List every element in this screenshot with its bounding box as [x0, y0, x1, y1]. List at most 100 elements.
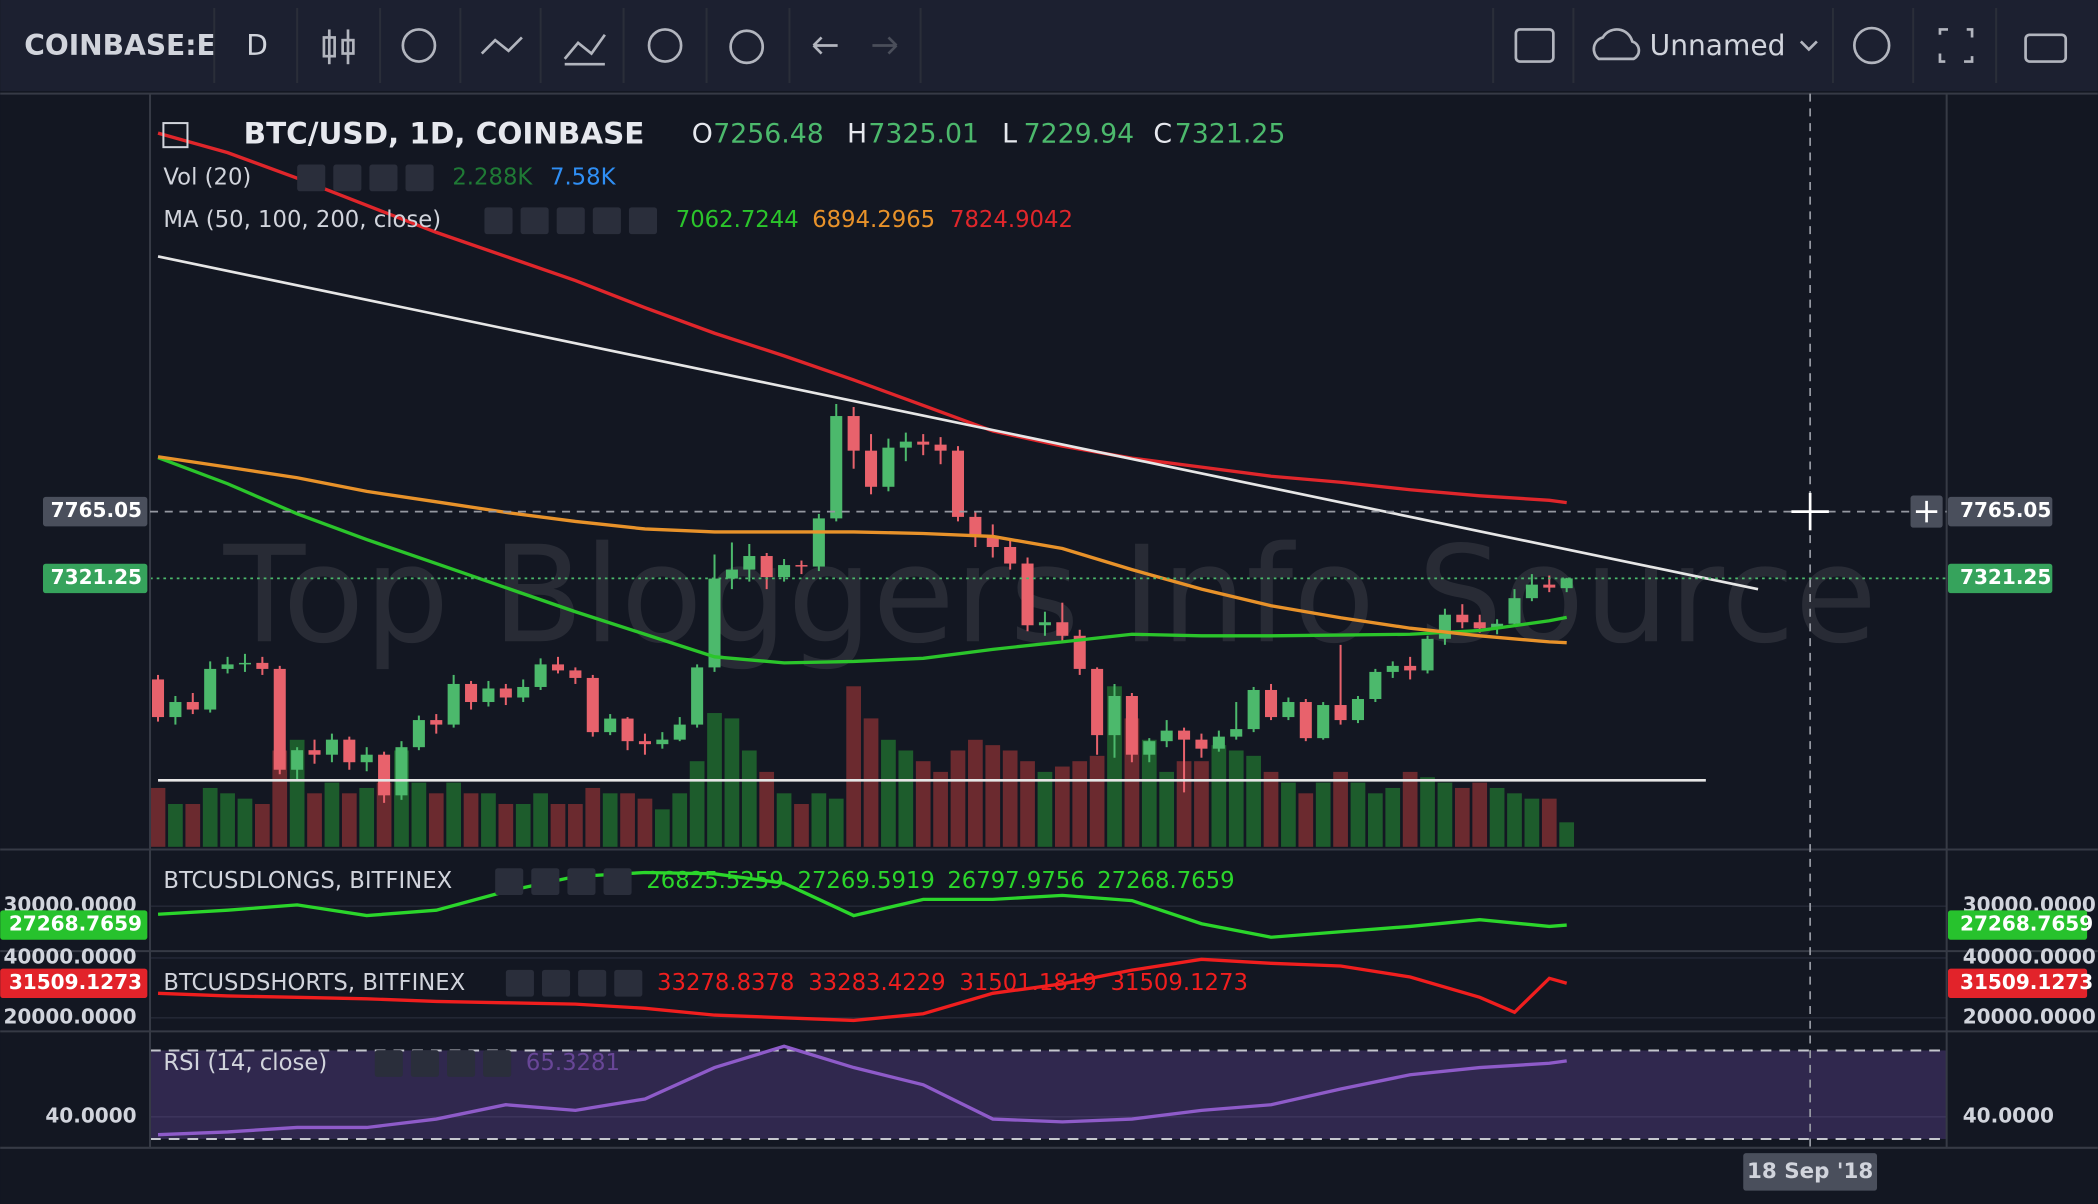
- legend-button[interactable]: [447, 1050, 476, 1077]
- legend-button[interactable]: [603, 868, 632, 895]
- volume-bar: [1263, 771, 1279, 847]
- volume-bar: [1054, 766, 1070, 847]
- legend-button[interactable]: [333, 164, 362, 192]
- candle-body: [186, 702, 199, 710]
- ohlc-value: 7325.01: [868, 119, 979, 150]
- legend-button[interactable]: [556, 207, 585, 235]
- indicator-line: [157, 870, 1567, 939]
- layout-name[interactable]: Unnamed: [1650, 29, 1786, 62]
- volume-bar: [1315, 782, 1331, 847]
- volume-bar: [1002, 750, 1018, 847]
- volume-bar: [689, 761, 705, 847]
- volume-bar: [1020, 761, 1035, 847]
- snapshot-icon[interactable]: [2024, 33, 2068, 63]
- volume-bar: [550, 804, 566, 847]
- candle-body: [951, 450, 965, 517]
- legend-button[interactable]: [495, 868, 524, 895]
- volume-bar: [1141, 739, 1157, 847]
- legend-button[interactable]: [614, 969, 643, 997]
- candle-body: [708, 578, 721, 668]
- candle-body: [1143, 741, 1156, 755]
- volume-bar: [1489, 787, 1505, 847]
- legend-button[interactable]: [567, 868, 596, 895]
- pane-legend-value: 26797.9756: [947, 868, 1084, 894]
- legend-button[interactable]: [374, 1050, 403, 1077]
- candle-body: [1491, 623, 1504, 629]
- candle-body: [1456, 614, 1469, 623]
- candles-icon[interactable]: [322, 29, 355, 65]
- volume-bar: [568, 804, 583, 847]
- candle-body: [169, 702, 182, 718]
- legend-button[interactable]: [541, 969, 571, 997]
- volume-bar: [1472, 782, 1488, 847]
- last-value-box-label: 31509.1273: [9, 970, 142, 994]
- candle-body: [360, 754, 373, 763]
- maximize-icon[interactable]: [1938, 28, 1974, 63]
- candle-body: [465, 683, 478, 703]
- legend-button[interactable]: [520, 207, 549, 235]
- volume-bar: [863, 718, 879, 847]
- last-price-box: [42, 563, 148, 594]
- legend-button[interactable]: [628, 207, 658, 235]
- legend-button[interactable]: [405, 164, 434, 192]
- legend-button[interactable]: [592, 207, 621, 235]
- candle-body: [1525, 584, 1538, 599]
- legend-button[interactable]: [483, 1050, 512, 1077]
- indicators-icon[interactable]: [563, 34, 606, 66]
- candle-body: [551, 664, 565, 671]
- candle-body: [917, 441, 930, 445]
- legend-button[interactable]: [531, 868, 560, 895]
- candle-body: [691, 667, 704, 725]
- add-icon[interactable]: [401, 28, 437, 63]
- legend-button[interactable]: [369, 164, 398, 192]
- dropdown-icon[interactable]: [1799, 40, 1818, 52]
- overlay: 7321.25 7321.25 7765.05 7765.05 18 Sep '18 BT…: [0, 93, 2096, 1191]
- legend-button[interactable]: [410, 1050, 439, 1077]
- plus-icon: [1915, 500, 1938, 523]
- alert-icon[interactable]: [647, 28, 683, 63]
- replay-icon[interactable]: [729, 29, 765, 65]
- volume-bar: [811, 793, 827, 847]
- legend-button[interactable]: [484, 207, 513, 235]
- candle-body: [378, 754, 391, 796]
- crosshair-price-box: [1947, 496, 2053, 527]
- candle-body: [1038, 622, 1051, 626]
- y-tick-label: 40.0000: [1963, 1103, 2054, 1127]
- candle-body: [638, 741, 651, 745]
- ma-value: 7824.9042: [950, 207, 1073, 233]
- volume-bar: [585, 787, 601, 847]
- pane-legend-value: 27268.7659: [1097, 868, 1234, 894]
- trend-line: [157, 255, 1759, 591]
- undo-icon[interactable]: [812, 36, 838, 55]
- compare-icon[interactable]: [480, 36, 523, 55]
- legend-button[interactable]: [578, 969, 607, 997]
- volume-bar: [1246, 755, 1261, 847]
- toolbar: [0, 0, 2098, 91]
- legend-button[interactable]: [297, 164, 326, 192]
- legend-button[interactable]: [505, 969, 534, 997]
- toolbar-icons: [322, 26, 2068, 66]
- volume-bar: [428, 793, 444, 847]
- candle-body: [1108, 695, 1121, 736]
- fullscreen-icon[interactable]: [1514, 28, 1555, 63]
- last-price-box-label: 7321.25: [1960, 565, 2051, 589]
- cloud-icon[interactable]: [1592, 28, 1641, 61]
- candle-body: [447, 683, 460, 725]
- volume-bar: [1559, 822, 1575, 847]
- settings-icon[interactable]: [1853, 26, 1891, 65]
- y-tick-label: 40000.0000: [1963, 944, 2096, 968]
- volume-bar: [533, 793, 548, 847]
- symbol-button[interactable]: COINBASE:E: [24, 29, 215, 62]
- candle-body: [221, 664, 234, 669]
- volume-bar: [915, 761, 931, 847]
- volume-bar: [1159, 771, 1175, 847]
- redo-icon[interactable]: [872, 36, 898, 55]
- candle-body: [743, 556, 756, 570]
- crosshair-price-box: [42, 496, 148, 527]
- volume-bar: [220, 793, 235, 847]
- last-price-box-label: 7321.25: [51, 565, 142, 589]
- collapse-button[interactable]: [162, 122, 189, 149]
- interval-button[interactable]: D: [246, 29, 268, 62]
- candle-body: [673, 724, 686, 740]
